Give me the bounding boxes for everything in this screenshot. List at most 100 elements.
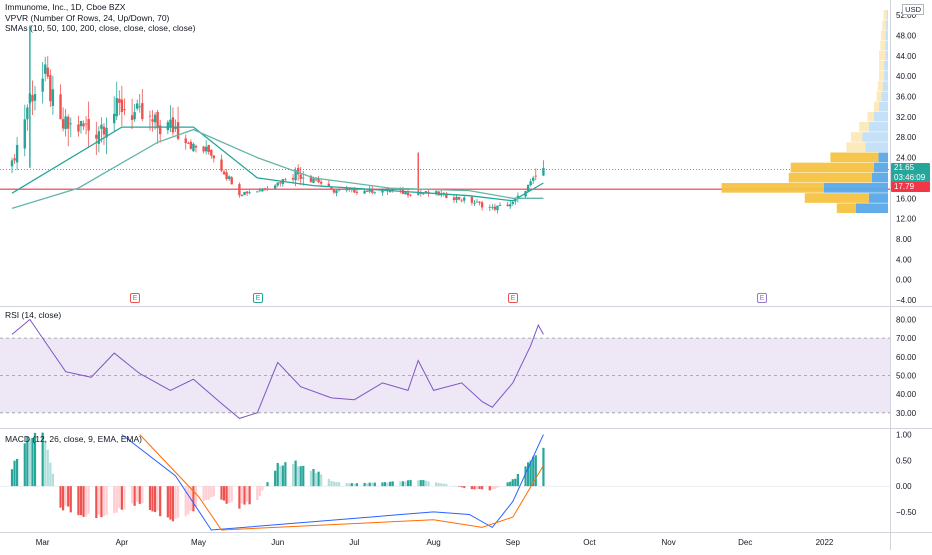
candle-body [409, 195, 411, 196]
macd-histogram-bar [256, 486, 258, 500]
macd-tick-label: 0.50 [896, 456, 912, 465]
last-price-value: 21.65 [894, 163, 927, 173]
candle-body [320, 182, 322, 184]
price-tick-label: 28.00 [896, 133, 917, 142]
candle-body [62, 119, 64, 128]
macd-histogram-bar [402, 481, 404, 486]
candle-body [259, 190, 261, 191]
time-tick-label: Sep [506, 538, 521, 547]
candle-body [292, 178, 294, 180]
candle-body [67, 117, 69, 129]
macd-histogram-bar [392, 481, 394, 486]
macd-histogram-bar [427, 481, 429, 486]
price-tick-label: −4.00 [896, 296, 917, 305]
macd-histogram-bar [440, 483, 442, 486]
macd-histogram-bar [169, 486, 171, 519]
candle-body [70, 123, 72, 124]
macd-histogram-bar [241, 486, 243, 503]
time-axis[interactable]: Mar Apr May Jun Jul Aug Sep Oct Nov Dec 2022 [36, 538, 834, 547]
volume-profile-down-bar [882, 91, 888, 101]
earnings-marker-mar[interactable]: E [130, 293, 140, 303]
currency-label[interactable]: USD [902, 4, 924, 15]
candle-body [302, 178, 304, 179]
macd-histogram-bar [279, 466, 281, 486]
price-tick-label: 8.00 [896, 235, 912, 244]
symbol-title[interactable]: Immunome, Inc., 1D, Cboe BZX [5, 2, 195, 13]
macd-histogram-bar [351, 483, 353, 486]
candle-body [471, 197, 473, 203]
candle-body [532, 178, 534, 181]
candles [11, 25, 545, 213]
rsi-band [0, 338, 890, 413]
earnings-marker-may[interactable]: E [253, 293, 263, 303]
macd-histogram-bar [16, 459, 18, 486]
candle-body [274, 186, 276, 189]
volume-profile-up-bar [882, 20, 886, 30]
macd-histogram-bar [195, 486, 197, 507]
rsi-legend-label[interactable]: RSI (14, close) [5, 310, 61, 321]
price-tick-label: 32.00 [896, 113, 917, 122]
candle-body [346, 189, 348, 190]
volume-profile-up-bar [859, 122, 869, 132]
volume-profile-down-bar [885, 30, 888, 40]
time-tick-label: Oct [583, 538, 596, 547]
macd-histogram-bar [438, 483, 440, 486]
macd-histogram-bar [445, 484, 447, 486]
candle-body [85, 124, 87, 125]
vpvr-legend[interactable]: VPVR (Number Of Rows, 24, Up/Down, 70) [5, 13, 195, 24]
macd-histogram-bar [461, 486, 463, 487]
macd-histogram-bar [369, 483, 371, 486]
price-tick-label: 4.00 [896, 255, 912, 264]
macd-histogram-bar [67, 486, 69, 506]
volume-profile-up-bar [881, 30, 885, 40]
volume-profile-down-bar [878, 153, 888, 163]
candle-body [154, 115, 156, 123]
macd-histogram-bar [381, 482, 383, 486]
earnings-marker-aug[interactable]: E [508, 293, 518, 303]
macd-histogram-bar [52, 474, 54, 486]
macd-histogram-bar [371, 483, 373, 486]
candle-body [473, 203, 475, 204]
volume-profile-up-bar [846, 142, 865, 152]
macd-histogram-bar [489, 486, 491, 490]
candle-body [494, 207, 496, 210]
price-tick-label: 40.00 [896, 72, 917, 81]
price-axis[interactable]: 52.00 48.00 44.00 40.00 36.00 32.00 28.00 24.00… [896, 11, 917, 517]
macd-legend: MACD (12, 26, close, 9, EMA, EMA) [5, 434, 142, 445]
candle-body [284, 179, 286, 180]
macd-histogram-bar [300, 466, 302, 486]
macd-histogram-bar [157, 486, 159, 510]
macd-histogram-bar [136, 486, 138, 502]
price-tick-label: 24.00 [896, 154, 917, 163]
volume-profile-down-bar [886, 20, 888, 30]
sma-long-line [12, 130, 543, 209]
macd-histogram-bar [238, 486, 240, 508]
macd-histogram-bar [203, 486, 205, 501]
macd-legend-label[interactable]: MACD (12, 26, close, 9, EMA, EMA) [5, 434, 142, 445]
volume-profile-down-bar [883, 81, 888, 91]
candle-body [264, 188, 266, 189]
macd-histogram-bar [471, 486, 473, 489]
candle-body [509, 204, 511, 206]
volume-profile-up-bar [884, 10, 887, 20]
candle-body [11, 160, 13, 166]
macd-histogram-bar [386, 483, 388, 486]
sma-legend[interactable]: SMAs (10, 50, 100, 200, close, close, cl… [5, 23, 195, 34]
candle-body [34, 94, 36, 101]
level-price-value: 17.79 [894, 182, 914, 191]
macd-histogram-bar [389, 482, 391, 486]
candle-body [190, 142, 192, 149]
candle-body [82, 123, 84, 126]
macd-histogram-bar [509, 482, 511, 487]
level-price-tag: 17.79 [891, 182, 930, 192]
macd-histogram-bar [463, 486, 465, 488]
earnings-marker-nov[interactable]: E [757, 293, 767, 303]
candle-body [205, 147, 207, 152]
macd-histogram-bar [491, 486, 493, 490]
candle-body [149, 116, 151, 117]
macd-histogram-bar [65, 486, 67, 505]
time-tick-label: Jun [271, 538, 284, 547]
macd-histogram-bar [328, 479, 330, 486]
